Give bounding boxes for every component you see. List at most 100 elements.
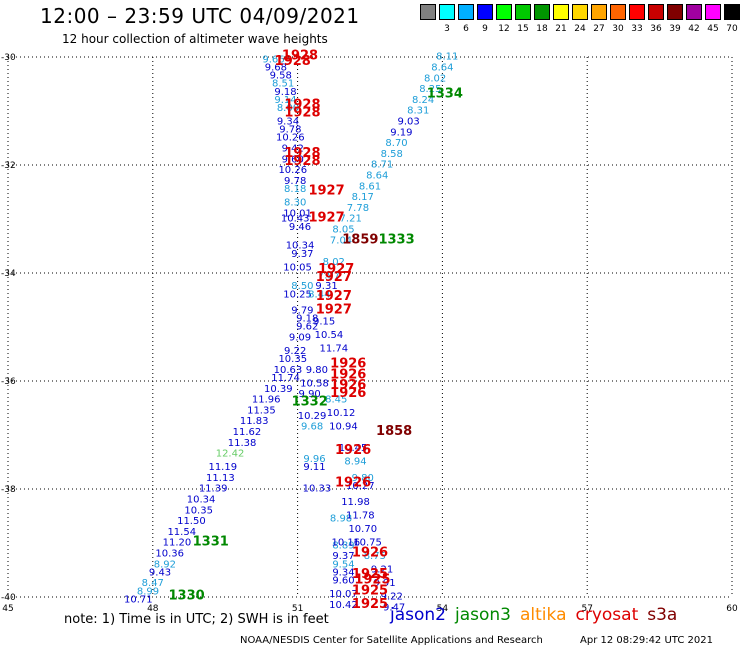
wave-height-value: 10.63 [274, 365, 303, 376]
scale-label: 12 [498, 24, 510, 34]
pass-time-label: 1334 [427, 87, 463, 102]
wave-height-value: 8.47 [142, 578, 164, 589]
pass-time-label: 1928 [284, 154, 320, 169]
scale-label: 42 [688, 24, 700, 34]
wave-height-value: 10.34 [286, 241, 315, 252]
wave-height-value: 10.39 [264, 384, 293, 395]
scale-swatch [610, 4, 626, 20]
wave-height-value: 7.04 [330, 235, 352, 246]
scale-swatch [534, 4, 550, 20]
wave-height-value: 9.58 [270, 71, 292, 82]
satellite-legend-altika: altika [520, 605, 567, 625]
wave-height-value: 8.45 [325, 395, 347, 406]
wave-height-value: 9.80 [352, 473, 374, 484]
wave-height-value: 8.25 [419, 84, 441, 95]
scale-swatch [591, 4, 607, 20]
wave-height-value: 8.92 [154, 559, 176, 570]
wave-height-value: 10.45 [339, 443, 368, 454]
wave-height-value: 10.43 [281, 214, 310, 225]
wave-height-value: 11.98 [341, 497, 370, 508]
pass-time-label: 1928 [275, 54, 311, 69]
wave-height-value: 11.62 [233, 427, 262, 438]
wave-height-value: 9.91 [373, 578, 395, 589]
wave-height-value: 10.42 [329, 600, 358, 611]
credit-footer: NOAA/NESDIS Center for Satellite Applica… [240, 635, 543, 646]
wave-height-value: 11.74 [319, 343, 348, 354]
wave-height-value: 9.96 [303, 454, 325, 465]
scale-swatch [705, 4, 721, 20]
wave-height-value: 10.29 [298, 411, 327, 422]
pass-time-label: 1926 [330, 357, 366, 372]
satellite-legend-s3a: s3a [647, 605, 678, 625]
wave-height-value: 9.37 [291, 249, 313, 260]
wave-height-value: 8.64 [431, 63, 453, 74]
wave-height-value: 9.79 [291, 306, 313, 317]
wave-height-value: 11.54 [167, 527, 196, 538]
wave-height-value: 9.90 [299, 389, 321, 400]
wave-height-value: 8.94 [344, 457, 366, 468]
satellite-legend-cryosat: cryosat [575, 605, 639, 625]
lat-tick-label: -38 [1, 485, 16, 495]
scale-label: 21 [555, 24, 567, 34]
pass-time-label: 1927 [318, 262, 354, 277]
wave-height-value: 8.99 [137, 586, 159, 597]
wave-height-value: 8.05 [332, 225, 354, 236]
scale-label: 9 [482, 24, 488, 34]
wave-height-value: 9.46 [289, 222, 311, 233]
lon-tick-label: 60 [726, 604, 738, 614]
scale-swatch [515, 4, 531, 20]
scale-swatch [439, 4, 455, 20]
pass-time-label: 1928 [284, 146, 320, 161]
observation-values: 9.669.689.588.519.189.148.009.349.7810.2… [124, 52, 458, 614]
lon-tick-label: 45 [2, 604, 13, 614]
scale-swatch [458, 4, 474, 20]
wave-height-value: 9.31 [315, 281, 337, 292]
wave-height-value: 9.14 [274, 95, 296, 106]
wave-height-value: 8.75 [364, 551, 386, 562]
wave-height-value: 9.68 [301, 422, 323, 433]
scale-label: 3 [444, 24, 450, 34]
wave-height-value: 8.89 [332, 540, 354, 551]
wave-height-value: 9.37 [332, 551, 354, 562]
satellite-legend: jason2 jason3 altika cryosat s3a [390, 605, 686, 625]
wave-height-value: 9.18 [296, 314, 318, 325]
wave-height-value: 9.60 [282, 154, 304, 165]
pass-time-label: 1927 [316, 303, 352, 318]
pass-time-label: 1926 [330, 378, 366, 393]
wave-height-value: 10.07 [329, 589, 358, 600]
wave-height-value: 10.01 [283, 208, 312, 219]
wave-height-value: 9.03 [397, 117, 419, 128]
wave-height-value: 10.05 [283, 262, 312, 273]
wave-height-value: 10.35 [184, 505, 213, 516]
wave-height-value: 9.34 [277, 117, 299, 128]
wave-height-value: 10.94 [329, 422, 358, 433]
scale-swatch [553, 4, 569, 20]
wave-height-value: 7.78 [347, 203, 369, 214]
wave-height-value: 8.02 [424, 73, 446, 84]
scale-label: 30 [612, 24, 624, 34]
lon-tick-label: 51 [292, 604, 303, 614]
wave-height-value: 9.22 [284, 346, 306, 357]
wave-height-value: 9.78 [279, 125, 301, 136]
wave-height-value: 8.70 [385, 138, 407, 149]
pass-time-label: 1925 [354, 573, 390, 588]
wave-height-value: 11.50 [177, 516, 206, 527]
pass-time-label: 1926 [330, 367, 366, 382]
pass-time-label: 1927 [308, 211, 344, 226]
wave-height-value: 9.11 [303, 462, 325, 473]
wave-height-value: 9.43 [149, 567, 171, 578]
pass-time-label: 1859 [342, 232, 378, 247]
scale-label: 24 [574, 24, 586, 34]
scale-label: 70 [726, 24, 738, 34]
map-note: note: 1) Time is in UTC; 2) SWH is in fe… [64, 612, 329, 627]
wave-height-value: 9.60 [332, 576, 354, 587]
wave-height-value: 9.66 [262, 54, 284, 65]
axis-tick-labels: 45 48 51 54 57 60 -30 -32 -34 -36 -38 -40 [1, 53, 738, 614]
wave-height-value: 11.96 [252, 395, 281, 406]
pass-time-label: 1926 [335, 443, 371, 458]
wave-height-value: 9.15 [313, 316, 335, 327]
map-title: 12:00 – 23:59 UTC 04/09/2021 [40, 4, 360, 28]
wave-height-value: 10.16 [332, 538, 361, 549]
lon-tick-label: 54 [437, 604, 449, 614]
